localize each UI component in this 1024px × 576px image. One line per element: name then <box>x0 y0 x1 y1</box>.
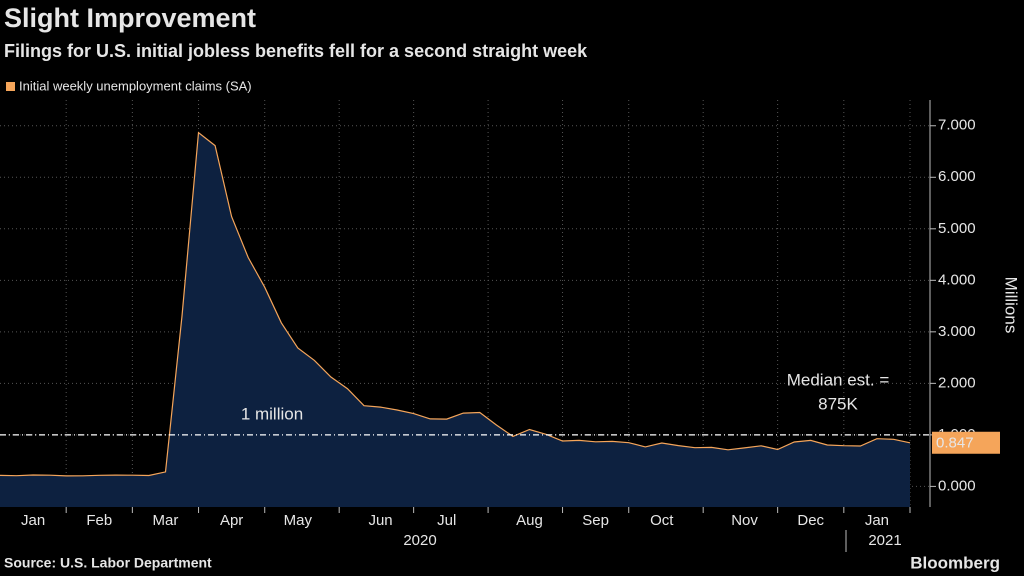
chart-title: Slight Improvement <box>4 3 256 33</box>
chart-subtitle: Filings for U.S. initial jobless benefit… <box>4 41 588 61</box>
y-tick-label: 5.000 <box>938 220 976 237</box>
line <box>0 131 911 477</box>
x-tick-label: Mar <box>153 512 179 529</box>
x-tick-label: Sep <box>582 512 609 529</box>
x-tick-label: May <box>284 512 313 529</box>
x-tick-label: Nov <box>731 512 758 529</box>
x-tick-label: Oct <box>650 512 674 529</box>
last-value-box <box>932 431 1000 454</box>
x-tick-label: Feb <box>86 512 112 529</box>
x-tick-label: Apr <box>220 512 243 529</box>
x-tick-label: Jan <box>865 512 889 529</box>
y-axis-label: Millions <box>1002 277 1021 334</box>
area <box>0 132 910 507</box>
y-tick-label: 7.000 <box>938 117 976 134</box>
y-tick-label: 6.000 <box>938 168 976 185</box>
source: Source: U.S. Labor Department <box>4 555 212 571</box>
x-tick-label: Aug <box>516 512 543 529</box>
brand: Bloomberg <box>910 553 1000 572</box>
y-tick-label: 3.000 <box>938 323 976 340</box>
legend-swatch <box>6 82 15 91</box>
y-tick-label: 4.000 <box>938 271 976 288</box>
reference-label: 1 million <box>241 404 303 423</box>
x-tick-label: Jan <box>21 512 45 529</box>
y-tick-label: 0.000 <box>938 477 976 494</box>
x-tick-label: Jun <box>368 512 392 529</box>
legend-label: Initial weekly unemployment claims (SA) <box>19 78 252 93</box>
x-tick-label: Jul <box>437 512 456 529</box>
annotation: Median est. = <box>787 370 890 389</box>
y-tick-label: 2.000 <box>938 374 976 391</box>
last-value-label: 0.847 <box>936 435 974 452</box>
year-label: 2020 <box>403 532 436 549</box>
year-label: 2021 <box>868 532 901 549</box>
x-tick-label: Dec <box>797 512 824 529</box>
annotation: 875K <box>818 394 858 413</box>
